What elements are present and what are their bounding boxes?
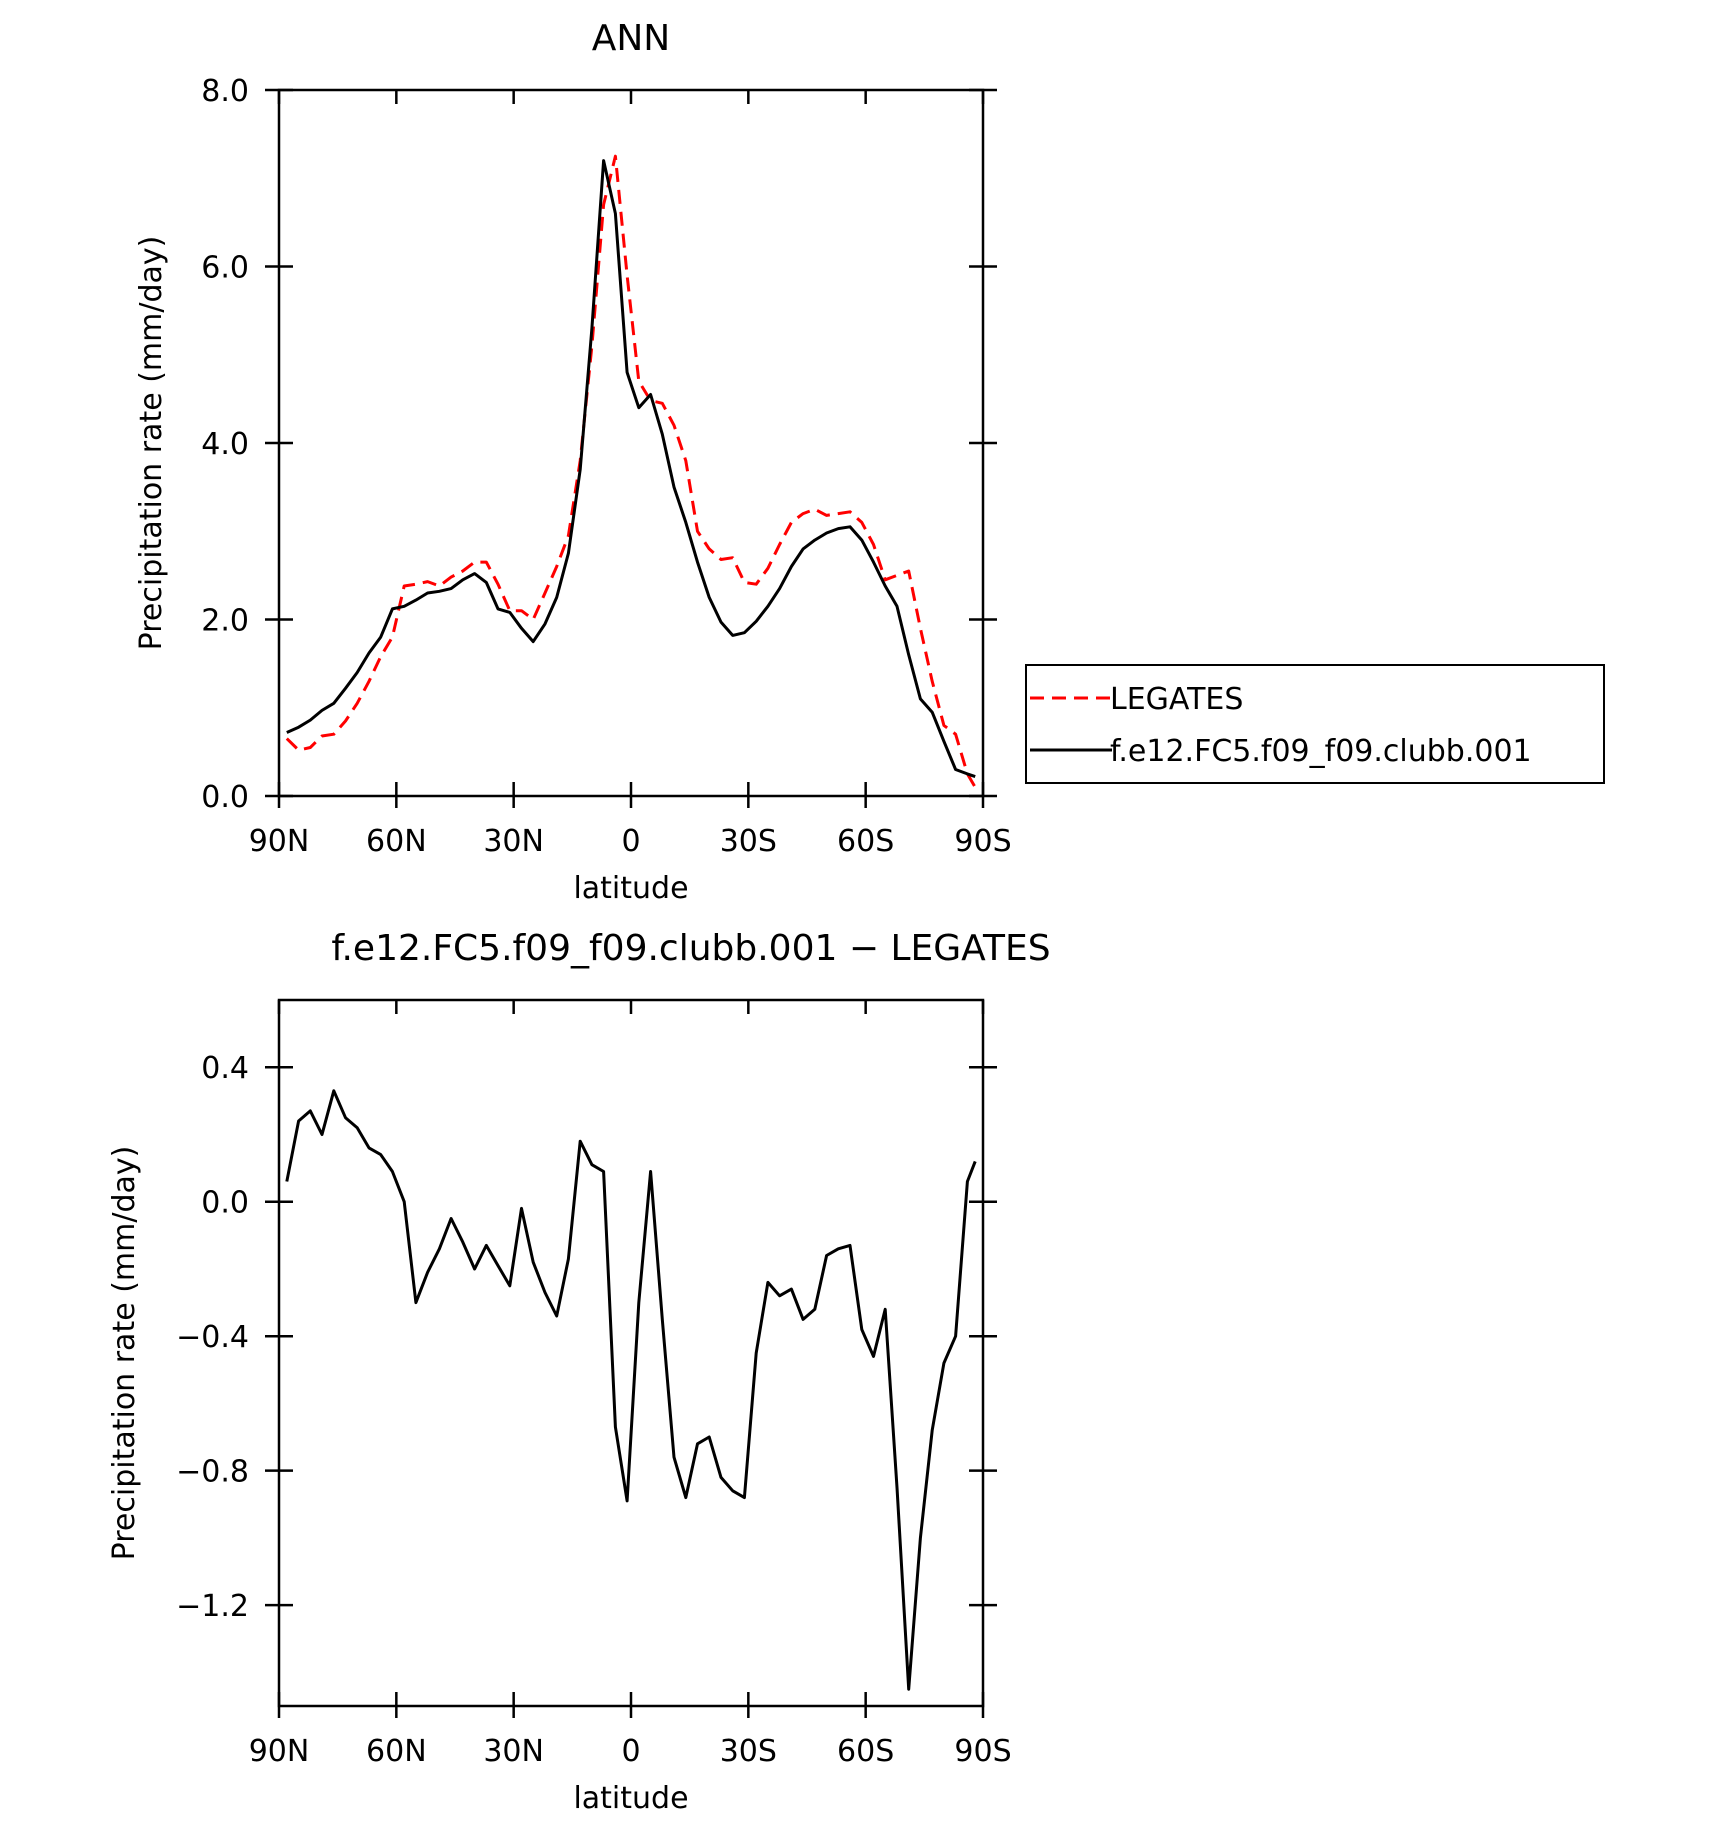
x-tick-label: 30S: [720, 1734, 777, 1769]
y-tick-label: 0.0: [201, 780, 249, 815]
x-tick-label: 0: [621, 824, 640, 859]
y-tick-label: 8.0: [201, 74, 249, 109]
x-tick-label: 30S: [720, 824, 777, 859]
y-tick-label: 4.0: [201, 427, 249, 462]
x-tick-label: 90N: [249, 824, 310, 859]
x-tick-label: 30N: [483, 1734, 544, 1769]
x-tick-label: 90S: [954, 1734, 1011, 1769]
y-axis-label: Precipitation rate (mm/day): [107, 1146, 142, 1561]
chart-title: f.e12.FC5.f09_f09.clubb.001 − LEGATES: [331, 928, 1050, 969]
y-tick-label: 0.0: [201, 1186, 249, 1221]
legend-box: [1025, 664, 1605, 784]
plot-frame: [277, 998, 985, 1708]
x-tick-label: 60S: [837, 824, 894, 859]
y-tick-label: −0.8: [176, 1455, 249, 1490]
y-tick-label: 2.0: [201, 604, 249, 639]
legend-label: LEGATES: [1110, 682, 1243, 717]
x-tick-label: 60N: [366, 824, 427, 859]
y-tick-label: −0.4: [176, 1320, 249, 1355]
y-axis-label: Precipitation rate (mm/day): [134, 236, 169, 651]
x-tick-label: 30N: [483, 824, 544, 859]
chart-title: ANN: [592, 18, 671, 59]
x-tick-label: 60S: [837, 1734, 894, 1769]
y-tick-label: −1.2: [176, 1589, 249, 1624]
x-tick-label: 90N: [249, 1734, 310, 1769]
data-line: [286, 159, 976, 779]
x-tick-label: 90S: [954, 824, 1011, 859]
y-tick-label: 0.4: [201, 1051, 249, 1086]
plot-frame: [277, 88, 985, 798]
x-axis-label: latitude: [573, 1781, 688, 1816]
y-tick-label: 6.0: [201, 251, 249, 286]
x-tick-label: 60N: [366, 1734, 427, 1769]
legend-label: f.e12.FC5.f09_f09.clubb.001: [1110, 734, 1532, 769]
x-axis-label: latitude: [573, 871, 688, 906]
data-line: [285, 1089, 977, 1691]
x-tick-label: 0: [621, 1734, 640, 1769]
data-line: [285, 154, 977, 788]
